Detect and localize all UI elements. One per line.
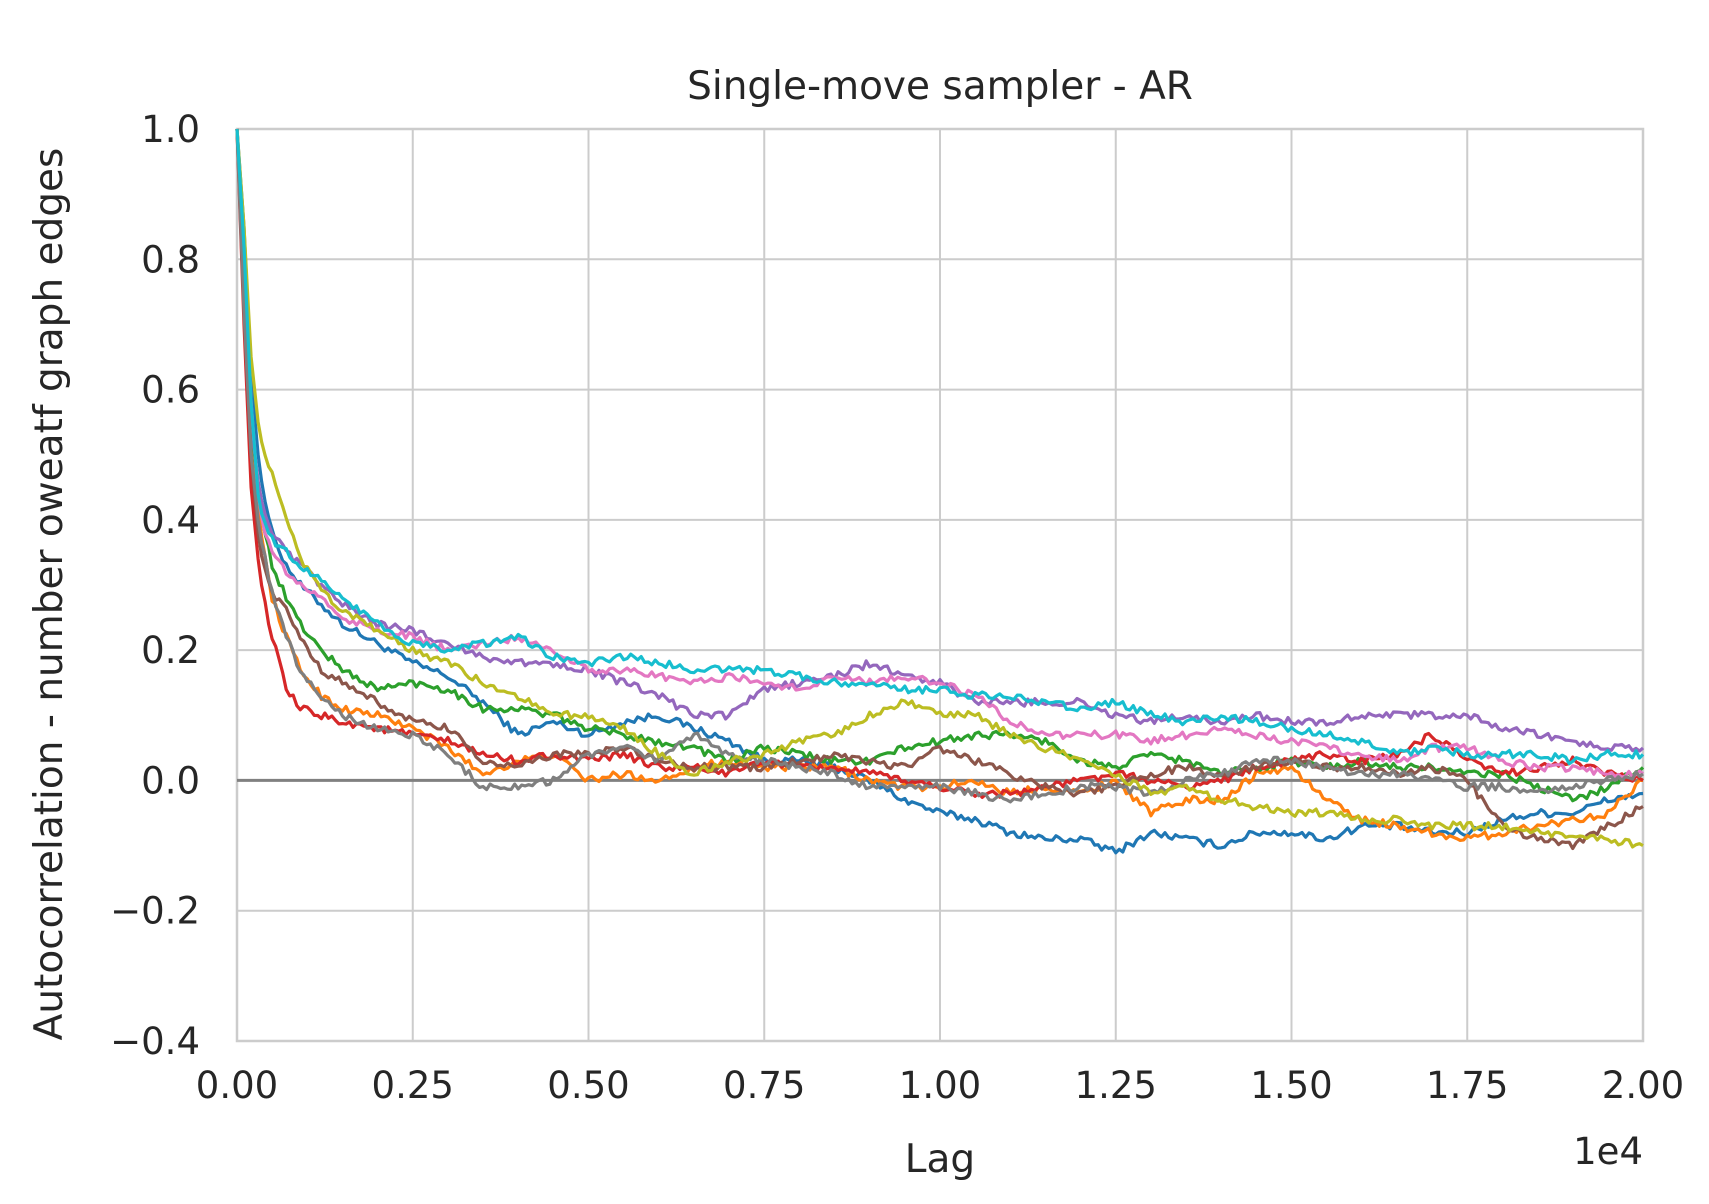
x-tick-label: 0.00: [196, 1064, 278, 1107]
x-tick-label: 2.00: [1602, 1064, 1684, 1107]
chart-title: Single-move sampler - AR: [687, 64, 1193, 109]
x-tick-label: 1.00: [899, 1064, 981, 1107]
y-tick-label: 0.8: [141, 238, 200, 281]
y-tick-label: −0.2: [110, 890, 200, 933]
y-tick-label: 0.6: [141, 369, 200, 412]
x-tick-label: 0.50: [547, 1064, 629, 1107]
x-tick-label: 1.50: [1250, 1064, 1332, 1107]
series-line-9: [235, 128, 1645, 766]
y-tick-label: 0.2: [141, 629, 200, 672]
x-tick-label: 0.25: [372, 1064, 454, 1107]
x-tick-label: 0.75: [723, 1064, 805, 1107]
series-group: [235, 128, 1645, 855]
series-line-1: [235, 128, 1644, 843]
x-tick-label: 1.75: [1426, 1064, 1508, 1107]
x-axis-offset-label: 1e4: [1573, 1130, 1643, 1173]
series-line-7: [235, 128, 1644, 804]
series-line-4: [235, 128, 1645, 753]
y-tick-label: 1.0: [141, 108, 200, 151]
y-tick-label: 0.4: [141, 499, 200, 542]
plot-frame: [235, 127, 1645, 1043]
x-tick-label: 1.25: [1075, 1064, 1157, 1107]
series-line-2: [235, 128, 1645, 803]
x-axis-label: Lag: [905, 1137, 975, 1182]
series-line-0: [235, 128, 1644, 855]
series-line-8: [235, 128, 1644, 849]
y-tick-labels: 1.0 0.8 0.6 0.4 0.2 0.0 −0.2 −0.4: [110, 108, 200, 1063]
y-axis-label: Autocorrelation - number oweatf graph ed…: [27, 148, 72, 1041]
y-tick-label: 0.0: [141, 759, 200, 802]
y-tick-label: −0.4: [110, 1020, 200, 1063]
series-line-5: [235, 128, 1644, 851]
x-tick-labels: 0.00 0.25 0.50 0.75 1.00 1.25 1.50 1.75 2.00: [196, 1064, 1684, 1107]
